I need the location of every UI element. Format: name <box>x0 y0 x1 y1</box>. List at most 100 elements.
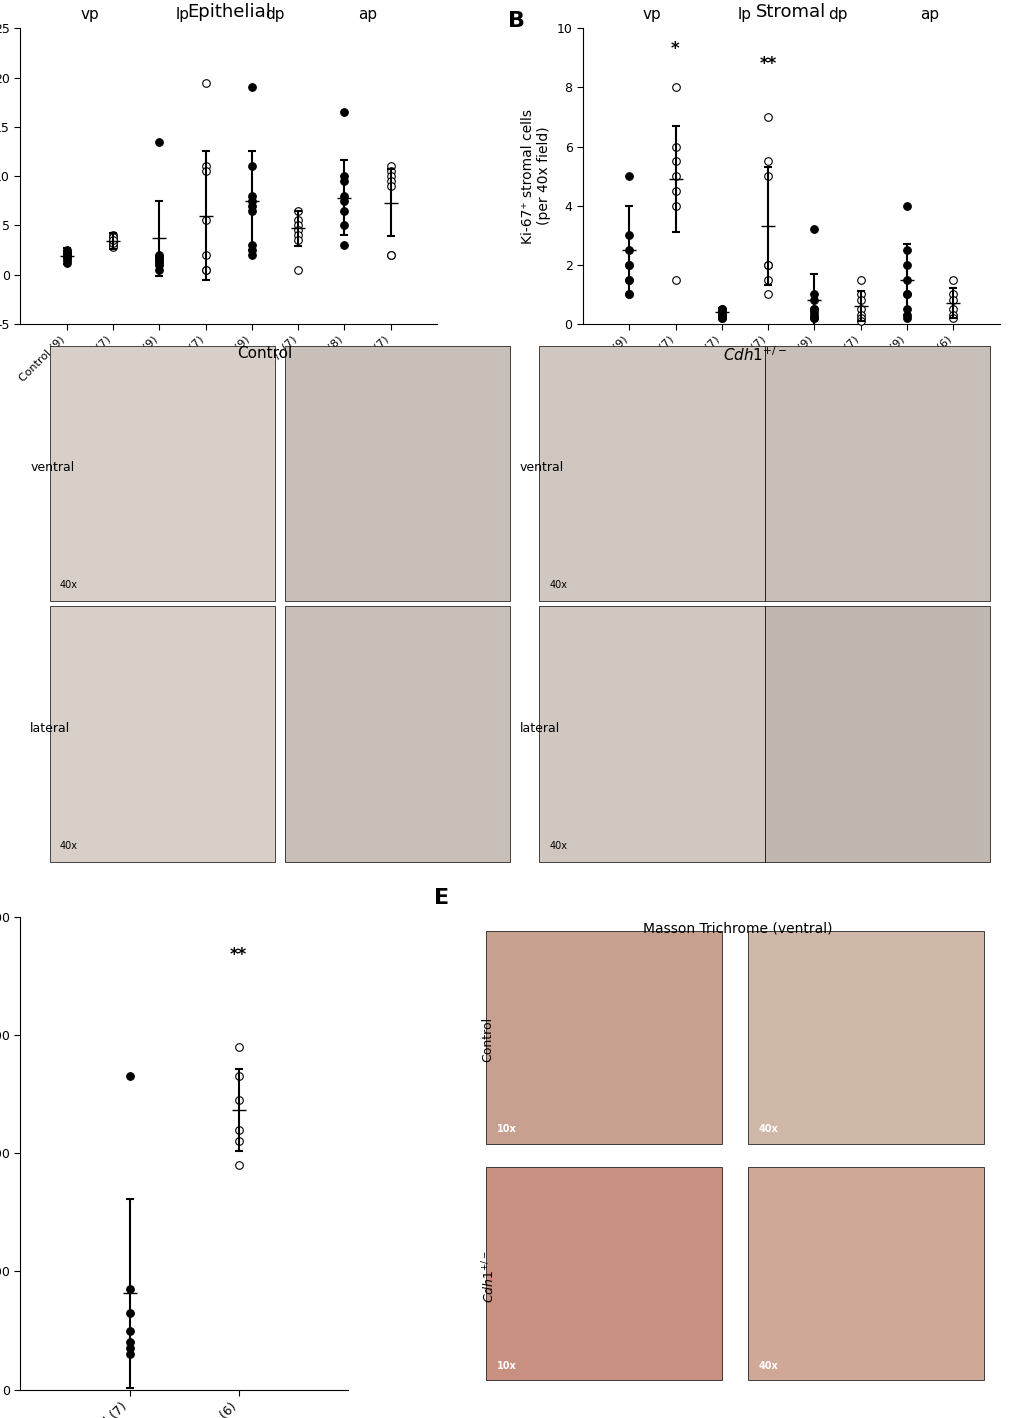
Point <box>230 1065 247 1088</box>
Point <box>805 298 821 320</box>
Point <box>713 303 730 326</box>
Point <box>759 254 775 277</box>
Point <box>198 155 214 177</box>
Point <box>945 298 961 320</box>
Point <box>289 218 306 241</box>
Point <box>621 224 637 247</box>
Point <box>58 241 74 264</box>
Text: 10x: 10x <box>496 1361 516 1371</box>
Point <box>151 254 167 277</box>
Point <box>289 200 306 223</box>
Point <box>898 303 914 326</box>
Point <box>759 284 775 306</box>
Point <box>945 306 961 329</box>
Text: ap: ap <box>358 7 377 23</box>
Point <box>58 238 74 261</box>
Point <box>230 1035 247 1058</box>
Point <box>289 224 306 247</box>
Point <box>198 208 214 231</box>
Point <box>230 1130 247 1153</box>
Point <box>898 284 914 306</box>
Point <box>898 268 914 291</box>
Point <box>230 1119 247 1141</box>
Point <box>805 218 821 241</box>
Point <box>244 200 260 223</box>
Text: 40x: 40x <box>59 580 77 590</box>
Point <box>244 238 260 261</box>
Point <box>58 245 74 268</box>
FancyBboxPatch shape <box>747 932 983 1144</box>
Point <box>151 251 167 274</box>
Point <box>58 244 74 267</box>
Point <box>805 284 821 306</box>
Point <box>898 194 914 217</box>
FancyBboxPatch shape <box>539 607 764 862</box>
FancyBboxPatch shape <box>764 607 988 862</box>
Point <box>121 1065 138 1088</box>
Point <box>289 208 306 231</box>
Point <box>105 234 121 257</box>
Point <box>230 1154 247 1177</box>
Point <box>58 245 74 268</box>
Point <box>58 251 74 274</box>
Point <box>244 190 260 213</box>
Text: 40x: 40x <box>758 1124 777 1134</box>
Point <box>336 184 353 207</box>
Point <box>151 130 167 153</box>
Point <box>198 244 214 267</box>
Point <box>289 214 306 237</box>
Text: Control: Control <box>480 1017 493 1062</box>
Point <box>945 268 961 291</box>
FancyBboxPatch shape <box>539 346 764 601</box>
Text: lateral: lateral <box>520 722 559 735</box>
Point <box>105 231 121 254</box>
Point <box>852 298 868 320</box>
Point <box>621 268 637 291</box>
Text: **: ** <box>759 55 776 72</box>
Point <box>666 194 683 217</box>
Point <box>382 170 398 193</box>
Point <box>121 1343 138 1366</box>
Point <box>713 303 730 326</box>
Point <box>105 235 121 258</box>
Text: ap: ap <box>920 7 938 23</box>
Y-axis label: Ki-67⁺ stromal cells
(per 40x field): Ki-67⁺ stromal cells (per 40x field) <box>521 109 550 244</box>
Point <box>105 224 121 247</box>
Text: 40x: 40x <box>758 1361 777 1371</box>
Point <box>621 284 637 306</box>
Point <box>151 244 167 267</box>
Point <box>336 200 353 223</box>
FancyBboxPatch shape <box>284 346 510 601</box>
Point <box>666 77 683 99</box>
Point <box>805 306 821 329</box>
Text: vp: vp <box>81 7 99 23</box>
Point <box>336 170 353 193</box>
Text: **: ** <box>230 946 248 964</box>
Point <box>289 258 306 281</box>
Text: $Cdh1^{+/-}$: $Cdh1^{+/-}$ <box>480 1249 497 1303</box>
Point <box>759 150 775 173</box>
Point <box>713 306 730 329</box>
Point <box>121 1332 138 1354</box>
Text: 40x: 40x <box>548 841 567 851</box>
Point <box>621 238 637 261</box>
Point <box>852 284 868 306</box>
FancyBboxPatch shape <box>486 932 721 1144</box>
Point <box>621 254 637 277</box>
Point <box>666 164 683 187</box>
Point <box>759 164 775 187</box>
FancyBboxPatch shape <box>50 607 275 862</box>
Point <box>805 303 821 326</box>
Point <box>151 245 167 268</box>
Point <box>58 244 74 267</box>
Text: $Cdh1^{+/-}$: $Cdh1^{+/-}$ <box>722 346 786 364</box>
Text: vp: vp <box>642 7 661 23</box>
Point <box>105 228 121 251</box>
Point <box>151 245 167 268</box>
Text: Masson Trichrome (ventral): Masson Trichrome (ventral) <box>642 922 832 936</box>
Point <box>805 289 821 312</box>
Point <box>151 248 167 271</box>
Point <box>336 190 353 213</box>
Text: 40x: 40x <box>59 841 77 851</box>
Point <box>759 106 775 129</box>
